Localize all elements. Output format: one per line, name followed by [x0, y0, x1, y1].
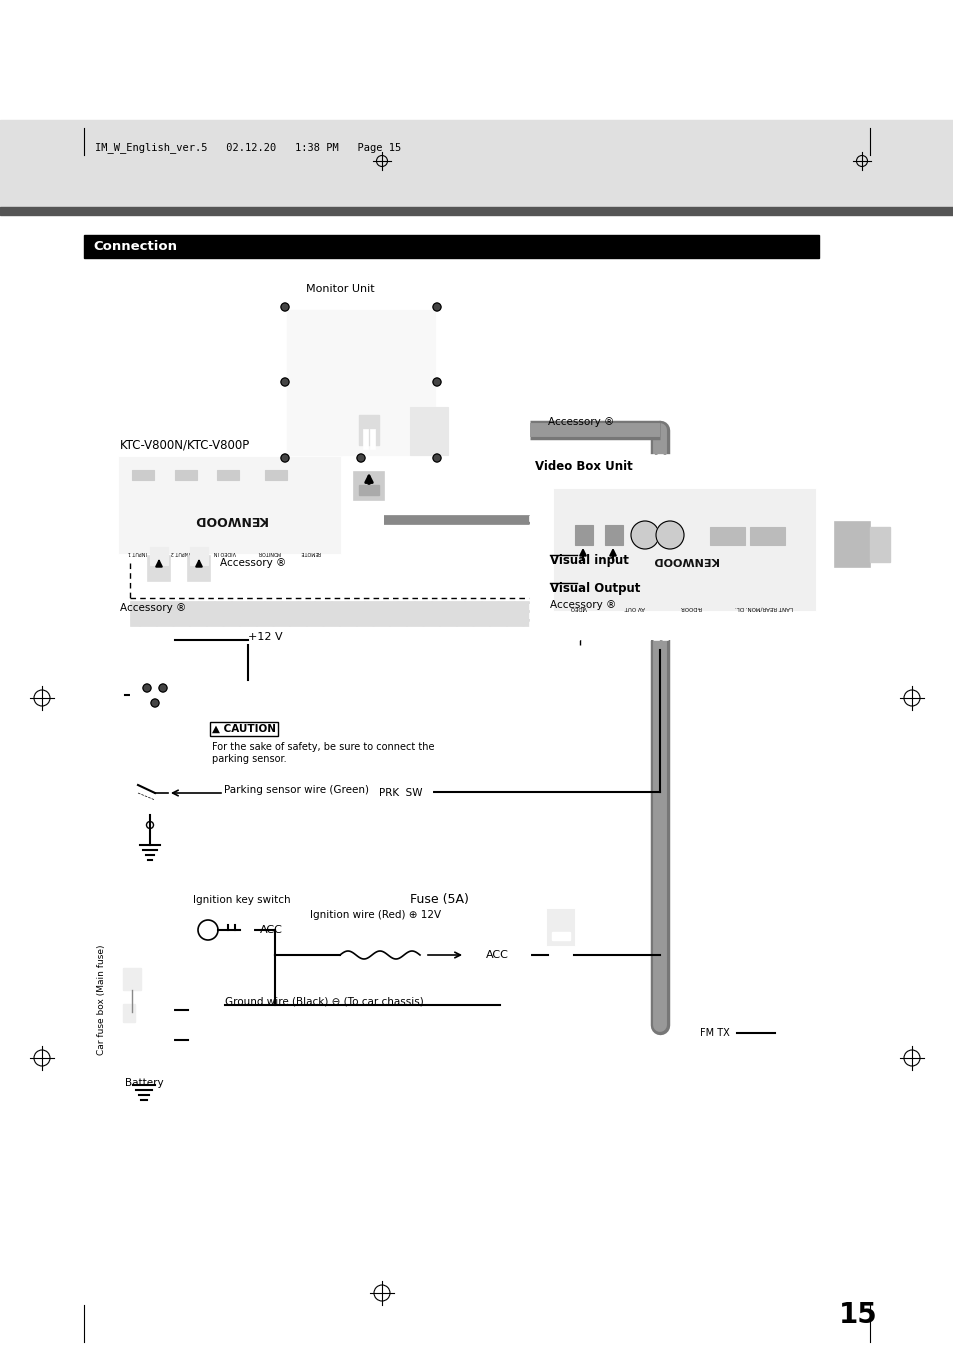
Bar	[555, 490, 814, 611]
Bar	[188, 557, 210, 581]
Bar	[216, 470, 239, 480]
Text: AV OUT: AV OUT	[624, 605, 644, 611]
Bar	[204, 720, 483, 785]
Text: Fuse (5A): Fuse (5A)	[410, 893, 468, 907]
Text: For the sake of safety, be sure to connect the
parking sensor.: For the sake of safety, be sure to conne…	[212, 742, 434, 763]
Circle shape	[433, 454, 440, 462]
Text: KENWOOD: KENWOOD	[652, 555, 717, 565]
Circle shape	[656, 521, 683, 549]
Text: Accessory ®: Accessory ®	[220, 558, 286, 567]
Text: Accessory ®: Accessory ®	[120, 603, 186, 613]
Bar	[370, 782, 432, 802]
Text: Video Box Unit: Video Box Unit	[535, 459, 632, 473]
Bar	[132, 470, 153, 480]
Text: REMOTE: REMOTE	[299, 550, 320, 555]
Bar	[276, 300, 444, 465]
Circle shape	[143, 684, 151, 692]
Circle shape	[281, 378, 289, 386]
Text: INPUT 1: INPUT 1	[128, 550, 147, 555]
Bar	[120, 458, 339, 553]
Bar	[410, 407, 448, 455]
Text: PRK  SW: PRK SW	[379, 788, 422, 798]
Text: Visual Output: Visual Output	[550, 582, 639, 594]
Circle shape	[159, 684, 167, 692]
Bar	[363, 430, 368, 449]
Bar	[575, 526, 593, 544]
Circle shape	[281, 454, 289, 462]
Text: Battery: Battery	[125, 1078, 163, 1088]
Bar	[190, 547, 208, 565]
Text: Accessory ®: Accessory ®	[547, 417, 614, 427]
Circle shape	[433, 303, 440, 311]
Text: Visual input: Visual input	[550, 554, 628, 567]
Bar	[150, 547, 168, 565]
Bar	[130, 601, 569, 626]
Bar	[188, 907, 253, 955]
Text: Monitor Unit: Monitor Unit	[306, 284, 375, 295]
Text: +12 V: +12 V	[248, 632, 282, 642]
Bar	[604, 526, 622, 544]
Text: Ignition key switch: Ignition key switch	[193, 894, 291, 905]
Text: ▲ CAUTION: ▲ CAUTION	[212, 724, 275, 734]
Text: KTC-V800N/KTC-V800P: KTC-V800N/KTC-V800P	[120, 439, 250, 453]
Bar	[0, 207, 953, 215]
Text: KENWOOD: KENWOOD	[193, 513, 267, 527]
Text: R-DOOR: R-DOOR	[679, 605, 701, 611]
Text: INPUT 2: INPUT 2	[171, 550, 190, 555]
Text: IM_W_English_ver.5   02.12.20   1:38 PM   Page 15: IM_W_English_ver.5 02.12.20 1:38 PM Page…	[95, 143, 401, 154]
Bar	[709, 527, 744, 544]
Text: LANT REAR/MON. DL.: LANT REAR/MON. DL.	[734, 605, 792, 611]
Circle shape	[281, 303, 289, 311]
Bar	[174, 470, 196, 480]
Bar	[265, 470, 287, 480]
Bar	[370, 430, 375, 449]
Text: 15: 15	[839, 1301, 877, 1329]
Bar	[123, 969, 141, 990]
Circle shape	[630, 521, 659, 549]
Text: Ignition wire (Red) ⊕ 12V: Ignition wire (Red) ⊕ 12V	[310, 911, 440, 920]
Circle shape	[356, 454, 365, 462]
Bar	[148, 557, 170, 581]
Text: MONITOR: MONITOR	[256, 550, 280, 555]
Bar	[358, 485, 378, 494]
Bar	[123, 1004, 135, 1021]
Circle shape	[151, 698, 159, 707]
Text: Car fuse box (Main fuse): Car fuse box (Main fuse)	[97, 944, 106, 1055]
Bar	[530, 455, 840, 640]
Text: ACC: ACC	[260, 925, 283, 935]
Bar	[354, 471, 384, 500]
Circle shape	[433, 378, 440, 386]
Bar	[749, 527, 784, 544]
Bar	[84, 235, 818, 258]
Bar	[464, 943, 530, 965]
Text: ACC: ACC	[485, 950, 508, 961]
Text: Connection: Connection	[92, 239, 177, 253]
Bar	[692, 1024, 737, 1042]
Text: VIDEO: VIDEO	[569, 605, 587, 611]
Text: Ground wire (Black) ⊖ (To car chassis): Ground wire (Black) ⊖ (To car chassis)	[225, 997, 423, 1006]
Bar	[287, 309, 341, 455]
Text: FM TX: FM TX	[700, 1028, 729, 1038]
Text: Parking sensor wire (Green): Parking sensor wire (Green)	[224, 785, 369, 794]
Bar	[287, 309, 435, 455]
Text: VIDEO IN: VIDEO IN	[213, 550, 236, 555]
Bar	[115, 961, 172, 1070]
Bar	[358, 415, 378, 444]
Bar	[552, 932, 569, 940]
Circle shape	[131, 671, 179, 719]
Text: Accessory ®: Accessory ®	[550, 600, 616, 611]
Bar	[0, 120, 953, 209]
Bar	[547, 911, 574, 944]
Bar	[869, 527, 889, 562]
Bar	[834, 521, 869, 567]
